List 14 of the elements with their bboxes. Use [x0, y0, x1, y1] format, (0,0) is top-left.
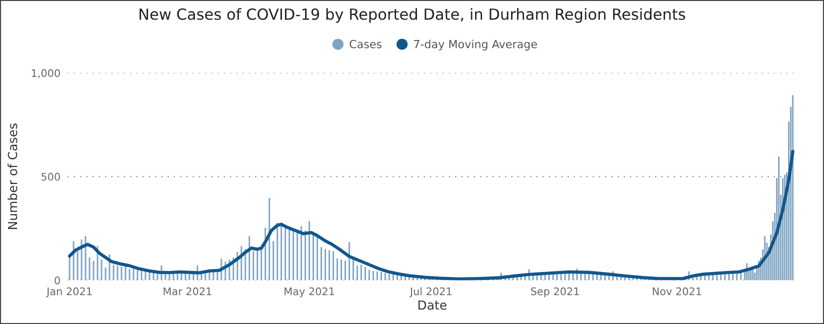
x-tick-label: Nov 2021: [652, 287, 702, 296]
x-tick-label: Sep 2021: [531, 287, 579, 298]
legend-label: 7-day Moving Average: [414, 40, 537, 50]
legend-label: Cases: [350, 40, 382, 48]
x-tick-label: May 2021: [284, 287, 334, 298]
y-axis-title: Number of Cases: [8, 124, 18, 230]
y-tick-label: 0: [54, 276, 60, 284]
x-tick-label: Mar 2021: [164, 287, 212, 296]
x-tick-label: Jan 2021: [46, 287, 92, 298]
chart-title: New Cases of COVID-19 by Reported Date, in Durham Region Residents: [140, 8, 686, 23]
y-tick-label: 500: [42, 172, 60, 181]
x-tick-label: Jul 2021: [409, 287, 452, 298]
y-tick-label: 1,000: [32, 69, 60, 78]
x-axis-title: Date: [418, 300, 446, 310]
